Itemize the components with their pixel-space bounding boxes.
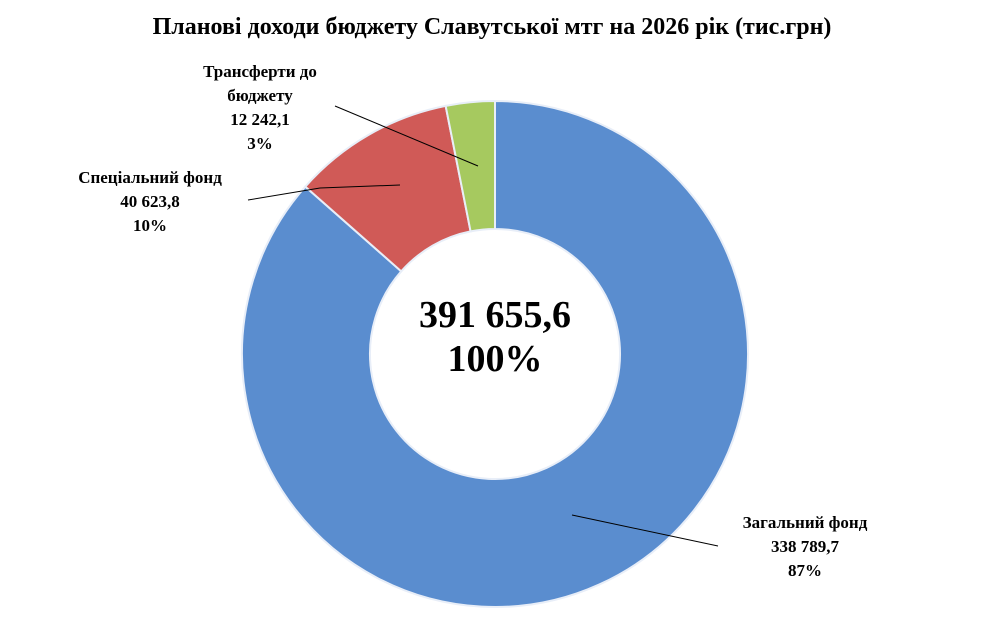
donut-slice (241, 99, 749, 608)
percent-label: 10% (133, 216, 167, 235)
category-label: Загальний фонд (742, 513, 868, 532)
donut-slice (444, 99, 496, 233)
value-label: 40 623,8 (120, 192, 180, 211)
leader-line (334, 105, 479, 167)
center-label: 391 655,6 100% (395, 293, 595, 381)
percent-label: 3% (247, 134, 273, 153)
category-label: Спеціальний фонд (78, 168, 222, 187)
leader-line (247, 184, 401, 201)
total-label: 391 655,6 (419, 294, 571, 336)
data-label: Загальний фонд 338 789,7 87% (715, 511, 895, 583)
chart-title: Планові доходи бюджету Славутської мтг н… (152, 14, 832, 40)
value-label: 338 789,7 (771, 537, 839, 556)
total-percent-label: 100% (447, 338, 543, 380)
data-label: Трансферти до бюджету 12 242,1 3% (180, 60, 340, 156)
leader-line (571, 514, 719, 547)
category-label: Трансферти до бюджету (203, 62, 317, 105)
value-label: 12 242,1 (230, 110, 290, 129)
data-label: Спеціальний фонд 40 623,8 10% (50, 166, 250, 238)
percent-label: 87% (788, 561, 822, 580)
